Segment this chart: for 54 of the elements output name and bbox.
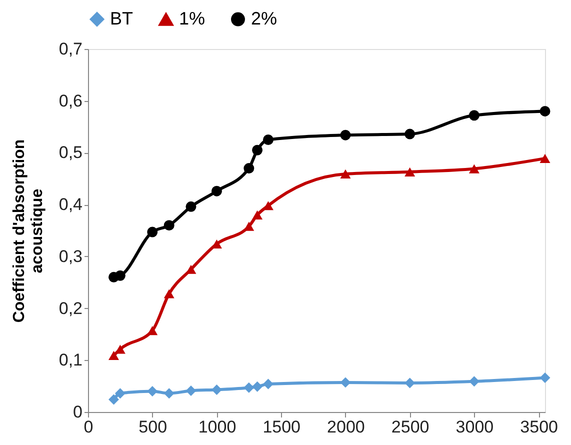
point [252,210,263,220]
point [147,226,158,238]
point [244,163,254,174]
point [468,376,480,387]
point [262,378,274,390]
point [540,154,550,163]
x-tick-label: 3500 [520,418,558,436]
point [211,384,222,395]
point [262,134,274,145]
point [164,220,174,231]
point [186,385,196,396]
point [244,222,254,231]
point [340,377,351,388]
point [404,167,416,176]
legend-label: 2% [251,8,278,28]
point [540,106,550,116]
point [164,289,174,298]
legend-label: 1% [179,8,206,29]
y-tick-label: 0,1 [58,350,82,370]
point [404,378,416,388]
point [252,144,263,156]
y-tick-label: 0,4 [58,195,82,214]
point [540,372,550,384]
x-tick-label: 2000 [327,418,365,436]
point [340,130,351,140]
point [340,169,351,179]
point [147,386,158,396]
x-tick-label: 3000 [456,418,494,436]
x-tick-label: 500 [138,418,168,436]
point [468,110,480,121]
x-tick-label: 2500 [391,418,430,436]
point [164,388,174,399]
point [114,388,126,399]
legend-label: BT [110,8,134,28]
point [108,394,119,405]
point [404,128,416,140]
point [186,264,196,274]
point [211,186,222,196]
y-tick-label: 0,6 [58,91,82,110]
point [468,164,480,174]
point [186,201,196,212]
y-tick-label: 0,3 [58,246,82,266]
point [244,382,254,393]
y-axis-title: Coefficient d'absorption acoustique [10,139,46,323]
point [114,270,126,281]
point [108,350,119,360]
point [147,326,158,336]
y-tick-label: 0 [73,402,82,422]
y-tick-label: 0,2 [58,298,82,318]
y-tick-label: 0,7 [58,40,82,58]
point [252,381,263,392]
y-tick-label: 0,5 [58,143,82,162]
x-tick-label: 1000 [198,418,236,436]
x-tick-label: 1500 [262,418,301,436]
